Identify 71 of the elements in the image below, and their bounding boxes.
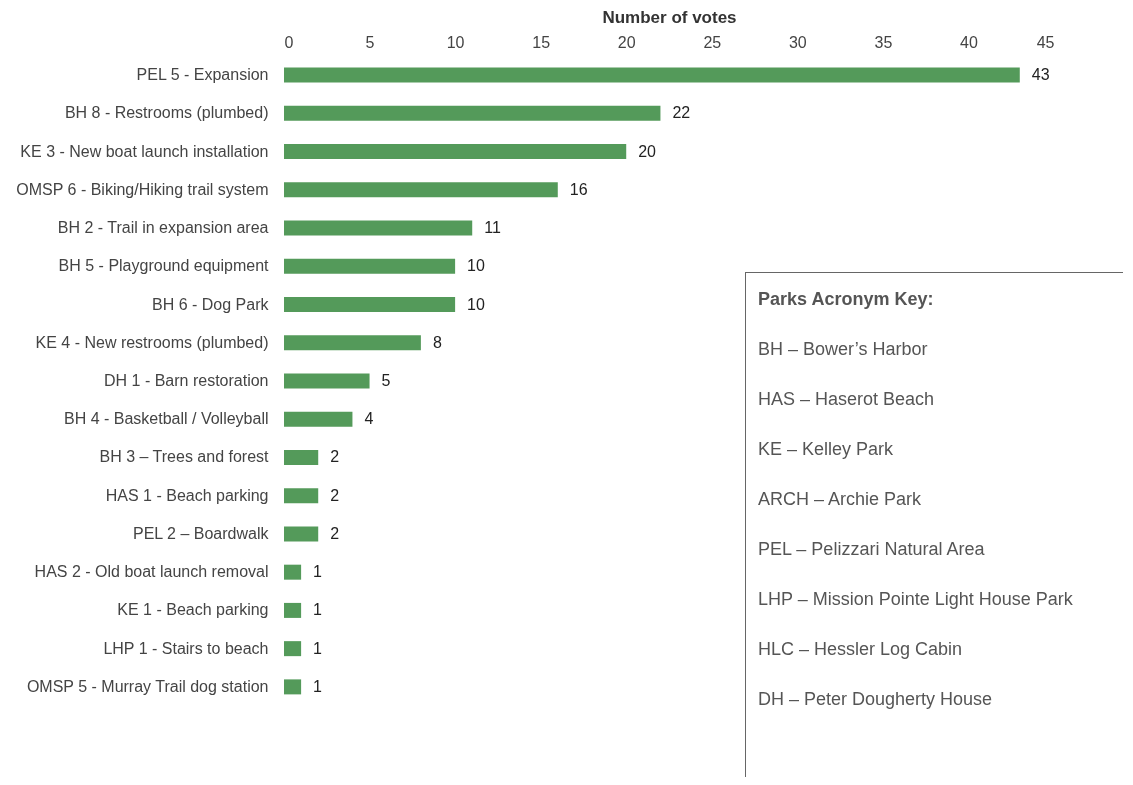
x-tick-label: 25: [703, 33, 722, 51]
annotation: HAS – Haserot Beach: [758, 388, 936, 411]
y-tick-label: KE 4 - New restrooms (plumbed): [35, 333, 269, 351]
y-tick-label: OMSP 6 - Biking/Hiking trail system: [16, 180, 269, 198]
annotation: ARCH – Archie Park: [758, 488, 923, 511]
annotation: BH – Bower’s Harbor: [758, 338, 929, 361]
y-tick-label: BH 8 - Restrooms (plumbed): [64, 104, 269, 122]
bar: [284, 449, 319, 465]
data-label: 1: [313, 677, 323, 695]
data-label: 16: [569, 180, 588, 198]
y-tick-label: BH 3 – Trees and forest: [99, 448, 270, 466]
bar: [284, 411, 353, 427]
data-label: 2: [330, 524, 340, 542]
y-tick-label: BH 6 - Dog Park: [152, 295, 270, 313]
annotation: KE – Kelley Park: [758, 438, 895, 461]
annotation: HLC – Hessler Log Cabin: [758, 638, 964, 661]
data-label: 10: [467, 295, 486, 313]
x-tick-label: 5: [365, 33, 375, 51]
data-label: 11: [484, 219, 501, 237]
bar: [284, 526, 319, 542]
data-label: 43: [1031, 66, 1050, 84]
x-tick-label: 0: [284, 33, 294, 51]
data-label: 1: [313, 639, 323, 657]
bar: [284, 182, 558, 198]
y-tick-label: BH 2 - Trail in expansion area: [57, 219, 269, 237]
bar: [284, 641, 302, 657]
y-tick-label: PEL 5 - Expansion: [136, 66, 269, 84]
data-label: 1: [313, 601, 323, 619]
data-label: 22: [672, 104, 691, 122]
data-label: 20: [638, 142, 657, 160]
y-tick-label: LHP 1 - Stairs to beach: [103, 639, 269, 657]
y-tick-label: BH 4 - Basketball / Volleyball: [63, 410, 269, 428]
x-tick-label: 40: [960, 33, 978, 51]
y-tick-label: BH 5 - Playground equipment: [58, 257, 270, 275]
bar: [284, 258, 456, 274]
bar: [284, 67, 1020, 83]
x-tick-label: 15: [532, 33, 551, 51]
x-tick-label: 45: [1036, 33, 1055, 51]
data-label: 2: [330, 448, 340, 466]
y-tick-label: HAS 2 - Old boat launch removal: [34, 563, 269, 581]
x-axis-title: Number of votes: [602, 7, 737, 27]
y-tick-label: OMSP 5 - Murray Trail dog station: [26, 677, 269, 695]
y-tick-label: KE 3 - New boat launch installation: [20, 142, 269, 160]
data-label: 4: [364, 410, 374, 428]
bar: [284, 297, 456, 313]
annotation: DH – Peter Dougherty House: [758, 688, 994, 711]
y-tick-label: DH 1 - Barn restoration: [103, 372, 269, 389]
annotation: Parks Acronym Key:: [758, 288, 935, 311]
x-tick-label: 20: [617, 33, 636, 51]
bar: [284, 488, 319, 504]
data-label: 8: [432, 333, 442, 351]
x-tick-label: 30: [788, 33, 807, 51]
annotation: LHP – Mission Pointe Light House Park: [758, 588, 1074, 611]
bar: [284, 105, 661, 121]
data-label: 1: [313, 563, 323, 581]
y-tick-label: PEL 2 – Boardwalk: [133, 524, 270, 542]
x-tick-label: 10: [446, 33, 465, 51]
bar: [284, 144, 627, 160]
bar: [284, 373, 370, 389]
data-label: 2: [330, 486, 340, 504]
y-tick-label: HAS 1 - Beach parking: [105, 486, 269, 504]
data-label: 5: [381, 372, 391, 389]
annotation: PEL – Pelizzari Natural Area: [758, 538, 986, 561]
bar: [284, 335, 421, 351]
bar: [284, 564, 302, 580]
data-label: 10: [467, 257, 486, 275]
y-tick-label: KE 1 - Beach parking: [117, 601, 269, 619]
bar: [284, 220, 473, 236]
bar: [284, 679, 302, 695]
x-tick-label: 35: [874, 33, 893, 51]
bar: [284, 602, 302, 618]
